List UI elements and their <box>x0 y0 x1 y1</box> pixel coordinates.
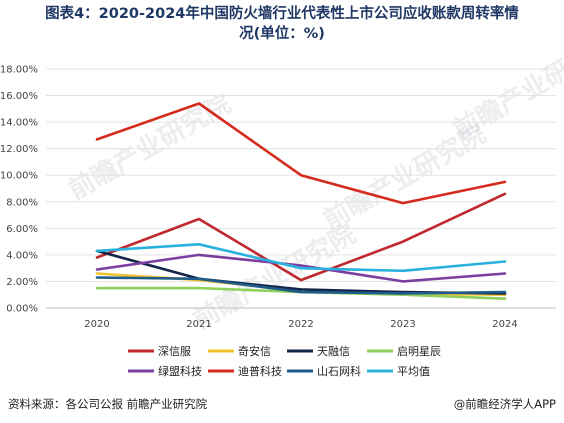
chart-title: 图表4：2020-2024年中国防火墙行业代表性上市公司应收账款周转率情 况(单… <box>0 4 564 44</box>
chart-title-line-2: 况(单位：%) <box>239 26 325 42</box>
legend-label: 启明星辰 <box>397 345 441 358</box>
x-tick-label: 2023 <box>390 319 415 330</box>
legend-label: 奇安信 <box>238 344 271 358</box>
x-axis: 2020 2021 2022 2023 2024 <box>84 319 517 330</box>
y-tick-label: 14.00% <box>0 118 38 129</box>
y-tick-label: 0.00% <box>6 304 38 315</box>
series-line-深信服 <box>95 192 507 282</box>
x-tick-label: 2022 <box>288 319 313 330</box>
source-note: 资料来源：各公司公报 前瞻产业研究院 <box>8 397 208 411</box>
watermark-text: 前瞻产业研究院 <box>63 88 236 206</box>
legend-label: 绿盟科技 <box>158 364 202 378</box>
y-tick-label: 10.00% <box>0 171 38 182</box>
legend-label: 迪普科技 <box>238 364 282 378</box>
brand-credit: @前瞻经济学人APP <box>453 397 556 411</box>
watermark-text: 前瞻产业研究院 <box>448 28 564 146</box>
series-line-平均值 <box>95 243 507 273</box>
y-tick-label: 2.00% <box>6 277 38 288</box>
watermark-text: 前瞻产业研究院 <box>188 218 361 336</box>
x-tick-label: 2024 <box>492 319 517 330</box>
x-tick-label: 2021 <box>186 319 211 330</box>
y-tick-label: 12.00% <box>0 144 38 155</box>
y-tick-label: 18.00% <box>0 65 38 76</box>
series-lines <box>95 102 507 301</box>
y-axis: 0.00% 2.00% 4.00% 6.00% 8.00% 10.00% 12.00% 14.… <box>0 65 38 315</box>
legend-label: 平均值 <box>397 365 430 378</box>
y-tick-label: 16.00% <box>0 91 38 102</box>
series-line-山石网科 <box>95 276 507 295</box>
chart-title-line-1: 图表4：2020-2024年中国防火墙行业代表性上市公司应收账款周转率情 <box>45 6 519 22</box>
series-line-迪普科技 <box>95 102 507 205</box>
x-tick-label: 2020 <box>84 319 109 330</box>
y-tick-label: 4.00% <box>6 250 38 261</box>
legend-label: 天融信 <box>317 345 350 358</box>
legend-label: 深信服 <box>158 345 191 358</box>
legend-label: 山石网科 <box>317 364 361 378</box>
y-tick-label: 6.00% <box>6 224 38 235</box>
y-tick-label: 8.00% <box>6 197 38 208</box>
series-line-绿盟科技 <box>95 253 507 283</box>
gridlines <box>46 68 556 309</box>
